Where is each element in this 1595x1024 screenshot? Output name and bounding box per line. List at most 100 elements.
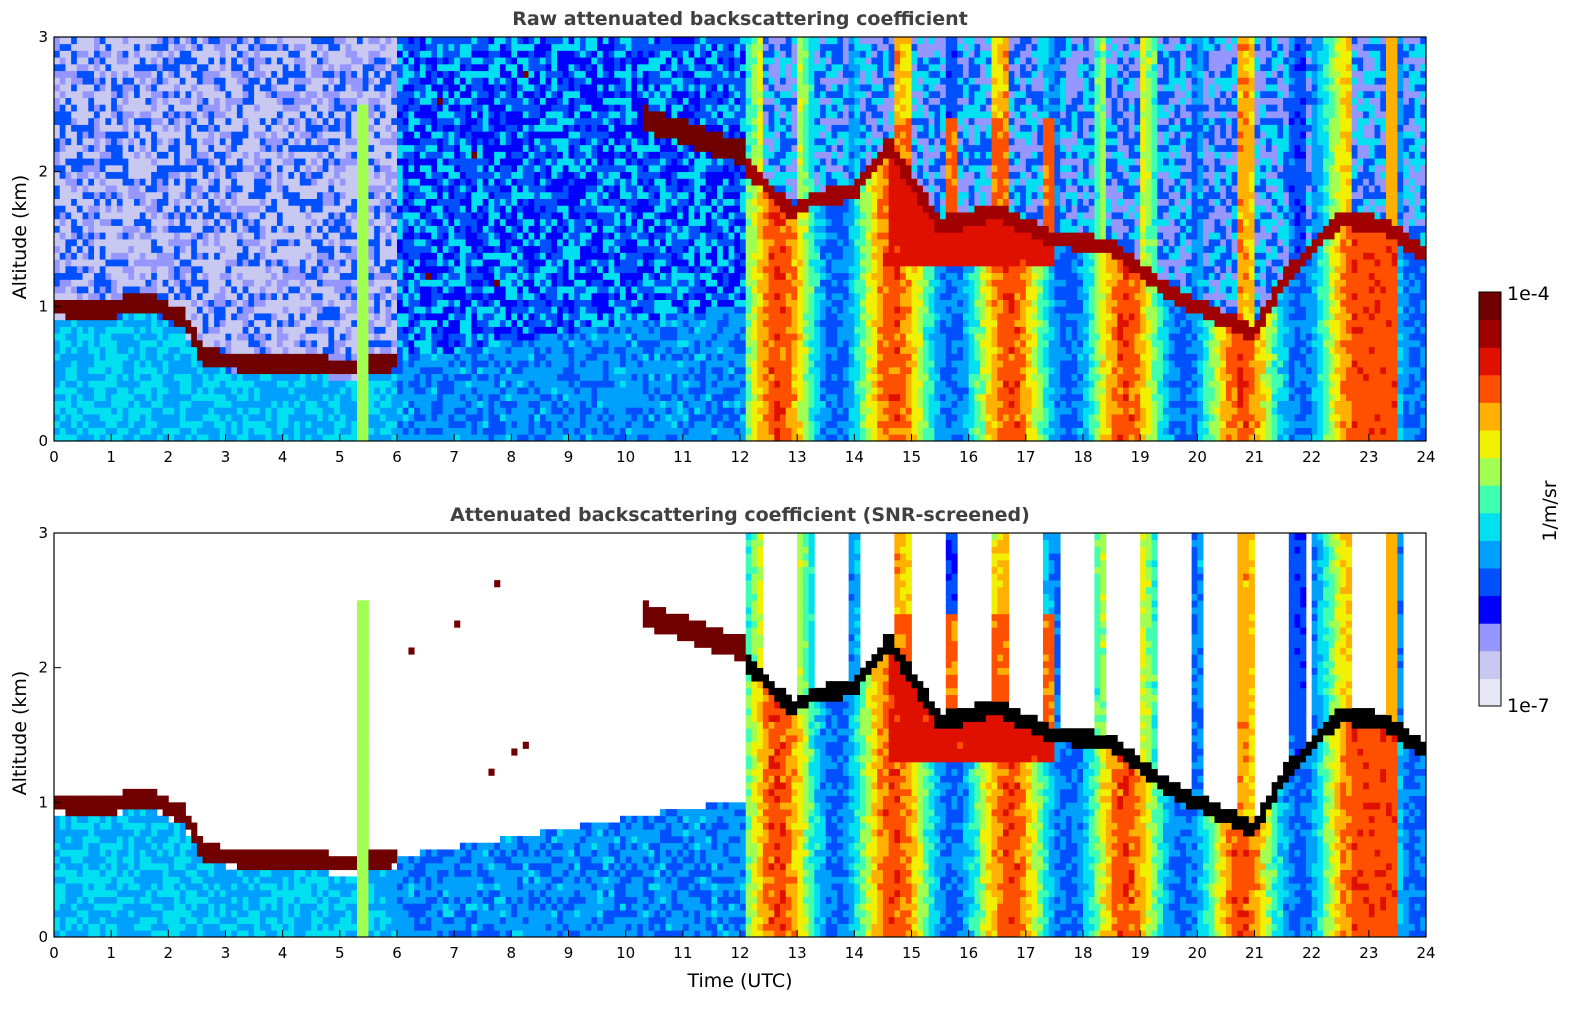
heatmap-cell <box>88 158 95 166</box>
heatmap-cell <box>511 333 518 341</box>
heatmap-cell <box>322 191 329 199</box>
heatmap-cell <box>54 407 61 415</box>
heatmap-cell <box>179 420 186 428</box>
heatmap-cell <box>522 164 529 173</box>
heatmap-cell <box>351 171 358 179</box>
heatmap-cell <box>425 63 432 72</box>
heatmap-cell <box>339 171 346 179</box>
heatmap-cell <box>219 117 226 125</box>
heatmap-cell <box>54 191 61 199</box>
heatmap-cell <box>408 252 415 260</box>
heatmap-cell <box>65 225 72 233</box>
heatmap-cell <box>271 50 278 58</box>
heatmap-cell <box>168 131 175 139</box>
heatmap-cell <box>151 178 158 186</box>
heatmap-cell <box>202 373 209 381</box>
heatmap-cell <box>111 259 118 267</box>
heatmap-cell <box>448 57 455 65</box>
heatmap-cell <box>431 191 438 199</box>
heatmap-cell <box>385 400 392 408</box>
heatmap-cell <box>425 43 432 51</box>
heatmap-cell <box>305 434 312 442</box>
heatmap-cell <box>522 279 529 287</box>
heatmap-cell <box>76 340 83 348</box>
heatmap-cell <box>231 340 238 348</box>
heatmap-cell <box>362 158 369 166</box>
heatmap-cell <box>505 84 512 92</box>
heatmap-cell <box>191 286 198 294</box>
heatmap-cell <box>374 346 381 354</box>
heatmap-cell <box>65 185 72 193</box>
heatmap-cell <box>345 191 352 199</box>
heatmap-cell <box>334 57 341 65</box>
heatmap-cell <box>316 111 324 119</box>
heatmap-cell <box>111 131 118 139</box>
heatmap-cell <box>122 124 129 132</box>
heatmap-cell <box>116 414 123 422</box>
heatmap-cell <box>111 43 118 51</box>
heatmap-cell <box>419 151 426 159</box>
heatmap-cell <box>345 77 352 85</box>
heatmap-cell <box>459 340 466 348</box>
heatmap-cell <box>265 97 272 105</box>
heatmap-cell <box>351 191 358 199</box>
heatmap-cell <box>88 407 95 415</box>
heatmap-cell <box>494 245 501 253</box>
heatmap-cell <box>368 104 375 112</box>
heatmap-cell <box>179 212 186 220</box>
heatmap-cell <box>488 427 495 435</box>
heatmap-cell <box>168 50 175 58</box>
heatmap-cell <box>408 373 415 381</box>
heatmap-cell <box>471 164 478 173</box>
heatmap-cell <box>242 400 249 408</box>
heatmap-cell <box>265 239 272 247</box>
heatmap-cell <box>339 70 346 78</box>
heatmap-cell <box>236 414 244 422</box>
heatmap-cell <box>122 373 129 381</box>
heatmap-cell <box>374 414 381 422</box>
heatmap-cell <box>116 427 123 435</box>
heatmap-cell <box>219 131 226 139</box>
heatmap-cell <box>202 286 209 294</box>
heatmap-cell <box>225 326 232 334</box>
heatmap-cell <box>294 77 301 85</box>
heatmap-cell <box>351 164 358 173</box>
heatmap-cell <box>511 178 518 186</box>
heatmap-cell <box>271 117 278 125</box>
heatmap-cell <box>311 373 318 381</box>
heatmap-cell <box>105 138 112 146</box>
heatmap-cell <box>425 164 432 173</box>
heatmap-cell <box>459 57 466 65</box>
heatmap-cell <box>54 393 61 401</box>
heatmap-cell <box>339 400 346 408</box>
heatmap-cell <box>105 63 112 72</box>
heatmap-cell <box>156 319 164 327</box>
heatmap-cell <box>105 50 112 58</box>
heatmap-cell <box>448 131 455 139</box>
heatmap-cell <box>328 326 335 334</box>
heatmap-cell <box>271 205 278 213</box>
heatmap-cell <box>139 346 146 354</box>
heatmap-cell <box>431 299 438 307</box>
heatmap-cell <box>425 259 432 267</box>
heatmap-cell <box>311 164 318 173</box>
heatmap-cell <box>414 393 421 401</box>
heatmap-cell <box>71 77 78 85</box>
heatmap-cell <box>145 326 152 334</box>
heatmap-cells <box>54 37 1427 442</box>
heatmap-cell <box>505 144 512 152</box>
heatmap-cell <box>99 380 106 388</box>
heatmap-cell <box>339 218 346 226</box>
heatmap-cell <box>408 272 415 280</box>
heatmap-cell <box>225 117 232 125</box>
heatmap-cell <box>305 84 312 92</box>
heatmap-cell <box>328 387 335 395</box>
heatmap-cell <box>174 252 181 260</box>
heatmap-cell <box>151 63 158 72</box>
heatmap-cell <box>328 131 335 139</box>
heatmap-cell <box>477 212 484 220</box>
heatmap-cell <box>88 97 95 105</box>
heatmap-cell <box>448 239 455 247</box>
heatmap-cell <box>454 178 461 186</box>
heatmap-cell <box>431 151 438 159</box>
